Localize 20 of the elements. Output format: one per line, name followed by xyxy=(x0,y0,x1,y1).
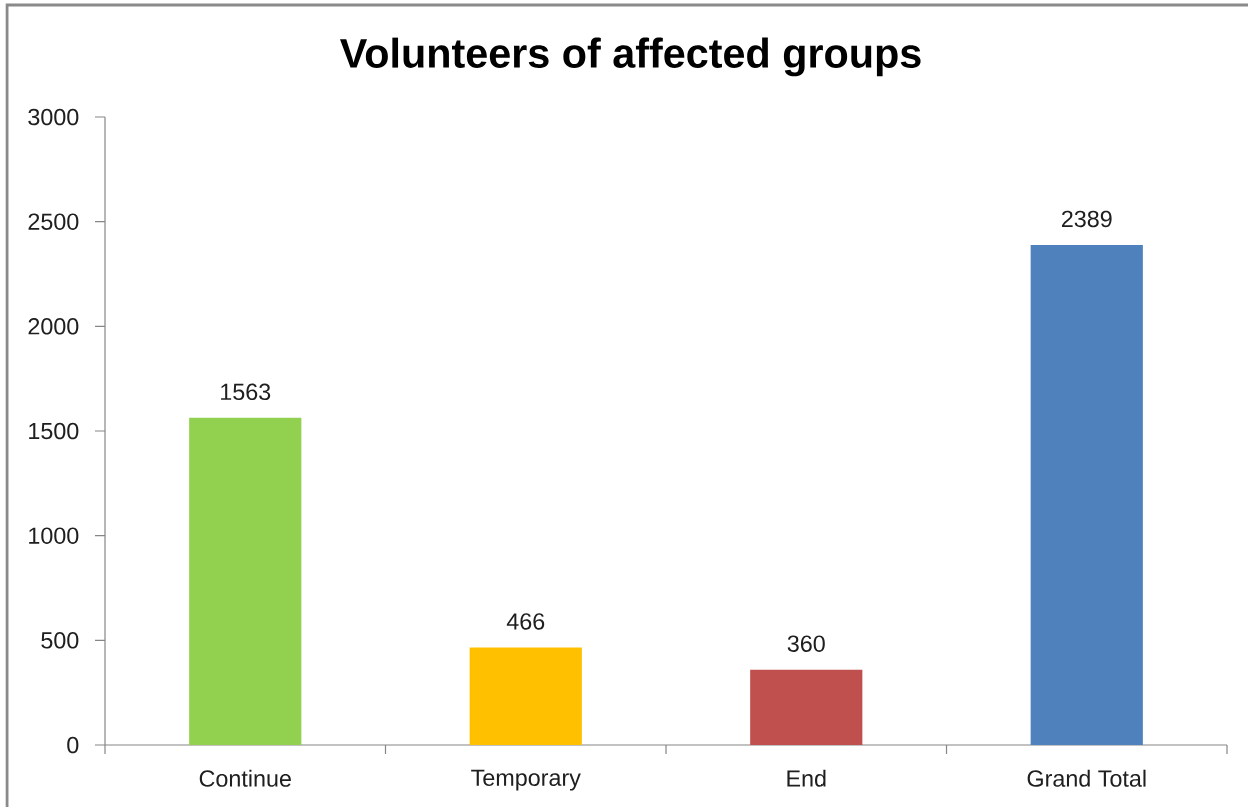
bar xyxy=(189,417,302,745)
x-tick-label: Temporary xyxy=(471,769,581,791)
x-tick-label: End xyxy=(787,769,826,787)
bar xyxy=(750,669,863,745)
data-label: 1563 xyxy=(221,383,271,401)
data-label: 466 xyxy=(506,613,545,630)
y-tick-label: 2500 xyxy=(28,213,79,230)
data-label: 2389 xyxy=(1061,210,1112,228)
x-tick-label: Continue xyxy=(199,769,291,787)
y-tick-label: 0 xyxy=(67,736,79,754)
bar xyxy=(1030,244,1143,745)
chart-title: Volunteers of affected groups xyxy=(340,37,921,77)
bar xyxy=(469,647,582,745)
y-tick-label: 500 xyxy=(41,632,79,649)
y-tick-label: 3000 xyxy=(28,108,79,126)
data-label: 360 xyxy=(787,635,825,652)
y-tick-label: 2000 xyxy=(28,318,79,335)
y-tick-label: 1500 xyxy=(29,422,79,440)
y-tick-label: 1000 xyxy=(29,527,79,544)
x-tick-label: Grand Total xyxy=(1027,769,1146,787)
